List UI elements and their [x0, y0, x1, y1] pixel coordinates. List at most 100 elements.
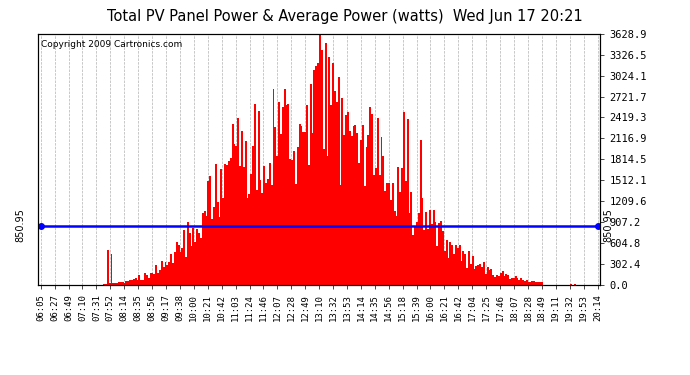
Bar — [120, 282, 121, 285]
Bar — [393, 211, 395, 285]
Bar — [412, 235, 414, 285]
Bar — [198, 233, 200, 285]
Text: Total PV Panel Power & Average Power (watts)  Wed Jun 17 20:21: Total PV Panel Power & Average Power (wa… — [107, 9, 583, 24]
Bar — [524, 281, 526, 285]
Bar — [382, 156, 384, 285]
Bar — [244, 141, 246, 285]
Bar — [518, 280, 520, 285]
Bar — [351, 136, 353, 285]
Bar — [226, 165, 228, 285]
Bar — [315, 66, 317, 285]
Bar — [124, 283, 126, 285]
Bar — [142, 280, 144, 285]
Bar — [507, 274, 509, 285]
Bar — [112, 284, 115, 285]
Bar — [392, 183, 394, 285]
Bar — [345, 115, 347, 285]
Bar — [435, 222, 437, 285]
Bar — [241, 131, 243, 285]
Bar — [164, 262, 166, 285]
Bar — [233, 144, 235, 285]
Bar — [509, 279, 511, 285]
Bar — [270, 185, 273, 285]
Bar — [288, 105, 289, 285]
Bar — [148, 278, 150, 285]
Bar — [177, 244, 179, 285]
Bar — [486, 267, 489, 285]
Bar — [224, 164, 226, 285]
Bar — [380, 137, 382, 285]
Bar — [209, 176, 211, 285]
Bar — [312, 133, 313, 285]
Bar — [293, 152, 295, 285]
Bar — [317, 63, 319, 285]
Bar — [297, 147, 299, 285]
Bar — [286, 105, 288, 285]
Bar — [217, 202, 219, 285]
Bar — [308, 165, 310, 285]
Bar — [522, 280, 524, 285]
Bar — [395, 216, 397, 285]
Bar — [342, 98, 344, 285]
Bar — [498, 276, 500, 285]
Bar — [358, 163, 360, 285]
Bar — [485, 274, 486, 285]
Bar — [411, 192, 413, 285]
Bar — [475, 266, 477, 285]
Bar — [349, 130, 351, 285]
Bar — [444, 251, 446, 285]
Bar — [190, 246, 193, 285]
Bar — [108, 283, 110, 285]
Bar — [250, 174, 252, 285]
Bar — [511, 278, 513, 285]
Bar — [470, 264, 472, 285]
Bar — [515, 276, 517, 285]
Bar — [140, 280, 142, 285]
Bar — [334, 91, 336, 285]
Bar — [403, 112, 405, 285]
Bar — [206, 216, 208, 285]
Bar — [302, 132, 304, 285]
Bar — [446, 240, 448, 285]
Bar — [405, 181, 406, 285]
Bar — [235, 147, 237, 285]
Bar — [459, 245, 461, 285]
Bar — [230, 158, 232, 285]
Bar — [390, 200, 392, 285]
Bar — [265, 183, 267, 285]
Bar — [466, 268, 468, 285]
Bar — [254, 104, 256, 285]
Bar — [401, 168, 403, 285]
Bar — [289, 159, 291, 285]
Bar — [429, 210, 431, 285]
Bar — [535, 282, 537, 285]
Bar — [220, 169, 222, 285]
Bar — [531, 280, 533, 285]
Bar — [299, 124, 301, 285]
Bar — [213, 207, 215, 285]
Bar — [473, 269, 475, 285]
Bar — [325, 43, 326, 285]
Bar — [449, 242, 451, 285]
Bar — [273, 89, 275, 285]
Bar — [269, 164, 270, 285]
Bar — [336, 102, 338, 285]
Bar — [179, 252, 181, 285]
Bar — [414, 227, 416, 285]
Bar — [163, 267, 165, 285]
Bar — [369, 107, 371, 285]
Bar — [243, 168, 245, 285]
Bar — [440, 221, 442, 285]
Bar — [533, 281, 535, 285]
Bar — [222, 198, 224, 285]
Bar — [183, 231, 185, 285]
Bar — [310, 84, 312, 285]
Bar — [139, 275, 140, 285]
Bar — [215, 164, 217, 285]
Bar — [259, 180, 262, 285]
Bar — [306, 105, 308, 285]
Bar — [127, 281, 129, 285]
Bar — [304, 132, 306, 285]
Bar — [137, 280, 139, 285]
Bar — [193, 228, 195, 285]
